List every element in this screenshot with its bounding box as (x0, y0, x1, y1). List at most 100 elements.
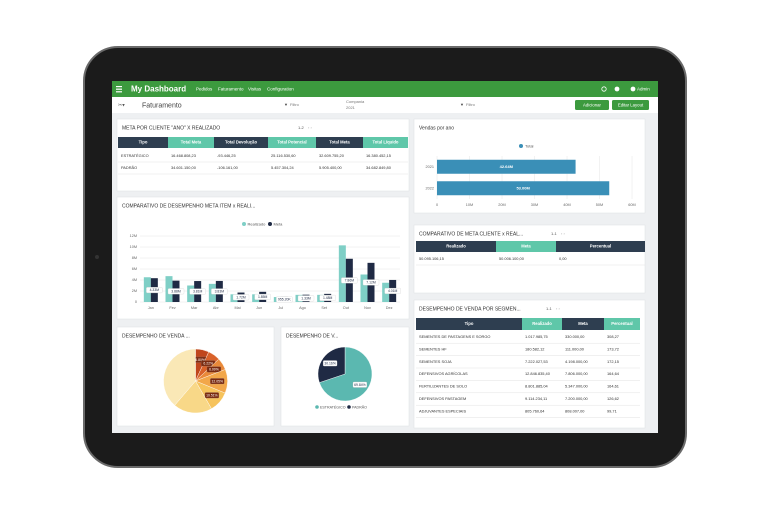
button-label[interactable]: Editar Layout (618, 102, 644, 107)
pie-slice (174, 380, 212, 414)
table-cell: 9.114.234,11 (525, 396, 547, 401)
bar-value-label: 7.12M (366, 281, 376, 285)
x-tick-label: 10M (466, 203, 473, 207)
bar-value-label: 42.64M (500, 164, 514, 169)
pagination-arrows[interactable]: ‹ › (556, 306, 560, 311)
x-tick-label: Set (321, 306, 328, 310)
bar-value-label: 1.85M (258, 295, 268, 299)
panel-title: COMPARATIVO DE META CLIENTE x REAL... (419, 231, 523, 237)
toolbar (112, 97, 658, 113)
slice-label: 6.22% (203, 361, 213, 365)
user-avatar[interactable] (630, 86, 636, 92)
table-header: Meta (521, 244, 531, 249)
add-button[interactable] (575, 100, 609, 110)
table-cell: 32.609.755,20 (319, 153, 345, 158)
bar-value-label: 53.00M (516, 186, 530, 191)
x-tick-label: Fev (169, 306, 175, 310)
x-tick-label: Jun (256, 306, 262, 310)
table-header: Total Meta (329, 140, 350, 145)
panel (116, 118, 410, 192)
table-header-cell (604, 318, 640, 330)
table-cell: 4.198.000,00 (565, 359, 589, 364)
x-tick-label: 30M (531, 203, 538, 207)
table-cell: 16.380.452,15 (366, 153, 391, 158)
table-cell: SEMENTES DE PASTAGENS E SORGO (419, 334, 490, 339)
bar-value-label: 7.86M (345, 278, 355, 282)
table-cell: DEFENSIVOS AGRÍCOLAS (419, 371, 468, 376)
table-header: Meta (578, 321, 588, 326)
help-icon[interactable] (601, 86, 607, 92)
slice-label-box (206, 366, 222, 373)
panel-title: DESEMPENHO DE VENDA ... (122, 333, 190, 339)
company-value[interactable]: 2021 (346, 105, 356, 110)
menu-item[interactable]: Visitas (248, 87, 262, 92)
x-tick-label: Out (343, 306, 350, 310)
table-cell: 34.601.150,00 (171, 165, 197, 170)
table-cell: PADRÃO (121, 165, 137, 170)
table-cell: 180.582,12 (525, 346, 544, 351)
value-label-box (362, 279, 380, 286)
filter[interactable]: Filtro (466, 102, 476, 107)
value-label-box (384, 288, 401, 294)
bar-value-label: 955.20K (278, 297, 291, 301)
y-tick-label: 4M (132, 278, 137, 282)
table-cell: DEFENSIVOS PASTAGEM (419, 396, 466, 401)
value-label-box (319, 294, 336, 301)
slice-label-box (322, 360, 338, 367)
top-bar (112, 81, 658, 97)
filter[interactable]: Filtro (290, 102, 300, 107)
slice-label: 69.84% (354, 383, 366, 387)
notification-icon[interactable] (614, 86, 620, 92)
table-cell: 7.200.000,00 (565, 396, 589, 401)
table-cell: 164,64 (607, 371, 620, 376)
table-cell: 308,27 (607, 334, 619, 339)
bar-value-label: 1.48M (323, 296, 333, 300)
user-name[interactable]: Admin (637, 87, 650, 92)
table-cell: 8.801.885,04 (525, 384, 549, 389)
table-cell: 25.116.530,60 (271, 153, 296, 158)
table-header: Tipo (465, 321, 474, 326)
menu-item[interactable]: Faturamento (218, 87, 244, 92)
table-cell: 172,15 (607, 359, 619, 364)
table-cell: 111.000,00 (565, 346, 585, 351)
menu-item[interactable]: Pedidos (196, 87, 213, 92)
menu-icon[interactable] (116, 86, 122, 93)
filter-icon[interactable]: ▼ (284, 102, 288, 107)
button-label[interactable]: Adicionar (583, 102, 601, 107)
menu-item[interactable]: Configuration (267, 87, 294, 92)
x-tick-label: Nov (364, 306, 371, 310)
slice-label-box (352, 381, 368, 388)
table-header-cell (556, 241, 645, 252)
x-tick-label: Abr (213, 306, 220, 310)
table-cell: 7.222.027,53 (525, 359, 548, 364)
y-tick-label: 10M (130, 245, 137, 249)
value-label-box (341, 277, 358, 284)
pagination-arrows[interactable]: ‹ › (561, 231, 565, 236)
panel (413, 224, 646, 294)
table-cell: 5.457.304,24 (271, 165, 295, 170)
toolbar-icon[interactable]: ✂▾ (118, 102, 125, 108)
bar (360, 274, 368, 302)
table-cell: 1.017.985,75 (525, 334, 548, 339)
pagination-arrows[interactable]: ‹ › (308, 125, 312, 130)
table-cell: SEMENTES HF (419, 346, 447, 351)
table-header-cell (316, 137, 363, 148)
slice-label-box (210, 378, 225, 385)
panel-title: Vendas por ano (419, 125, 454, 131)
tablet-camera (95, 255, 99, 259)
y-tick-label: 0 (135, 300, 137, 304)
legend-label: ESTRATÉGICO (320, 404, 346, 409)
y-tick-label: 12M (130, 234, 137, 238)
table-header-cell (562, 318, 604, 330)
table-cell: 164,61 (607, 384, 619, 389)
value-label-box (167, 288, 185, 295)
filter-icon[interactable]: ▼ (460, 102, 464, 107)
table-header: Realizado (446, 244, 466, 249)
table-cell: -93.446,25 (217, 153, 236, 158)
legend-swatch (315, 405, 319, 409)
value-label-box (211, 288, 228, 295)
dashboard: META POR CLIENTE "ANO" X REALIZADO 1-2 ‹ ›… (116, 118, 646, 429)
y-tick-label: 2022 (426, 186, 434, 190)
edit-layout-button[interactable] (612, 100, 649, 110)
